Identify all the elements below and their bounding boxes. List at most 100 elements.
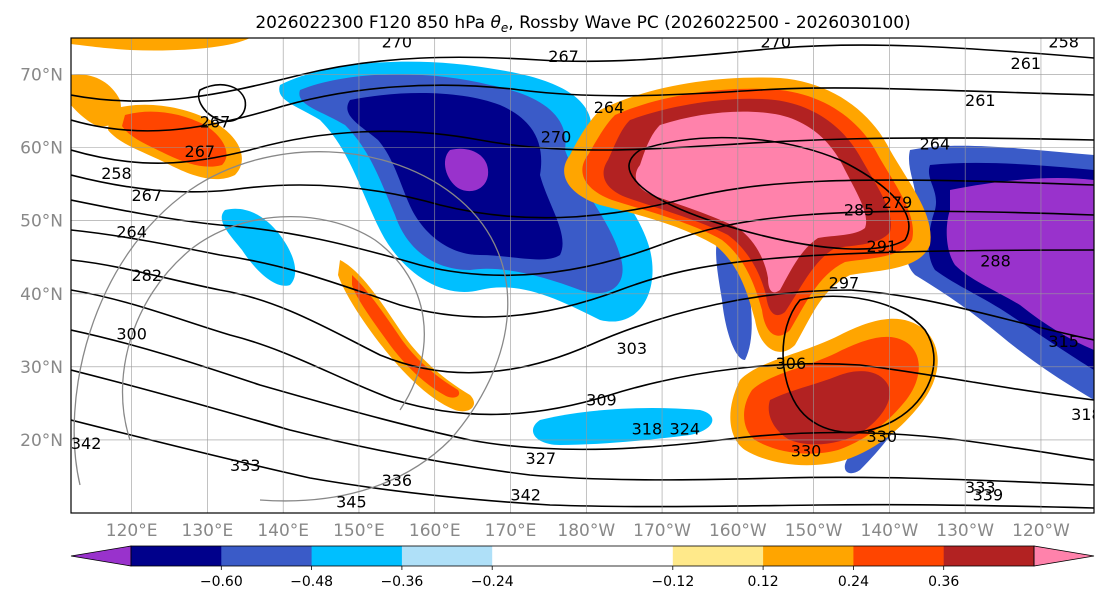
contour-label: 303: [616, 339, 647, 358]
contour-label: 318: [632, 420, 663, 439]
colorbar-segment: [311, 546, 403, 566]
lon-tick-label: 180°W: [557, 521, 615, 541]
colorbar-tick-label: 0.24: [838, 574, 869, 590]
lon-tick-label: 160°W: [709, 521, 767, 541]
contour-label: 339: [973, 485, 1004, 504]
lat-tick-label: 30°N: [20, 358, 63, 378]
colorbar-tick-label: 0.12: [748, 574, 779, 590]
lat-tick-label: 20°N: [20, 431, 63, 451]
contour-closed-alaska: [628, 136, 910, 250]
colorbar-segment: [853, 546, 945, 566]
lat-tick-label: 50°N: [20, 212, 63, 232]
contour-label: 330: [791, 442, 822, 461]
lon-tick-label: 130°E: [182, 521, 234, 541]
contour-label: 264: [594, 98, 625, 117]
pos-region-west-edge: [71, 74, 121, 127]
colorbar-tick-label: −0.36: [380, 574, 423, 590]
pos-region-alaska-pink: [635, 111, 867, 293]
contour-label: 345: [336, 493, 367, 512]
contour-line: [71, 259, 1094, 374]
colorbar-frame: [130, 545, 1035, 567]
contour-line: [71, 130, 1094, 164]
longitude-tick-labels: 120°E 130°E 140°E 150°E 160°E 170°E 180°W 170°W…: [106, 521, 1070, 541]
contour-line: [71, 174, 1094, 219]
colorbar-tick-label: −0.12: [651, 574, 694, 590]
map-gridlines: [71, 38, 1094, 513]
contour-closed-high-pacific: [782, 295, 935, 434]
contour-label: 327: [526, 449, 557, 468]
contour-label: 264: [116, 222, 147, 241]
map-layers: 2702672702612582612642702672672582672642…: [71, 32, 1102, 513]
contour-label: 288: [980, 252, 1011, 271]
colorbar-tick-labels: −0.60 −0.48 −0.36 −0.24 −0.12 0.12 0.24 0.36: [200, 566, 959, 590]
contour-label: 342: [71, 434, 102, 453]
contour-label: 267: [200, 113, 231, 132]
great-circle-arcs: [73, 151, 509, 502]
contour-line: [71, 419, 1094, 509]
contour-label: 258: [101, 164, 132, 183]
contour-line: [71, 199, 1094, 277]
contour-label: 267: [132, 186, 163, 205]
colorbar-segment: [582, 546, 674, 566]
lat-tick-label: 70°N: [20, 66, 63, 86]
contour-label: 261: [965, 91, 996, 110]
contour-label: 291: [867, 237, 898, 256]
lat-tick-label: 40°N: [20, 285, 63, 305]
colorbar-extend-low: [70, 545, 132, 567]
latitude-tick-labels: 70°N 60°N 50°N 40°N 30°N 20°N: [20, 66, 63, 451]
colorbar-tick-label: −0.60: [200, 574, 243, 590]
colorbar-segment: [401, 546, 493, 566]
contour-label: 309: [586, 390, 617, 409]
contour-label: 261: [1011, 54, 1042, 73]
contour-closed-west-loop: [198, 84, 247, 122]
pos-region-top-strip: [71, 38, 250, 51]
contour-label: 270: [541, 127, 572, 146]
title-theta-symbol: θ: [491, 13, 502, 33]
lon-tick-label: 120°E: [106, 521, 158, 541]
pos-region-west-pacific-band-red: [352, 275, 460, 398]
colorbar: [70, 545, 1095, 567]
great-circle-arc-outer: [73, 151, 509, 502]
contour-label: 336: [382, 471, 413, 490]
title-suffix: , Rossby Wave PC (2026022500 - 202603010…: [508, 13, 910, 33]
title-prefix: 2026022300 F120 850 hPa: [255, 13, 490, 33]
map-frame: [70, 37, 1095, 514]
colorbar-segment: [672, 546, 764, 566]
contour-label: 270: [382, 32, 413, 51]
lon-tick-label: 120°W: [1012, 521, 1070, 541]
contour-label: 258: [1048, 32, 1079, 51]
colorbar-segment: [221, 546, 313, 566]
lon-tick-label: 170°E: [485, 521, 537, 541]
contour-label: 267: [548, 47, 579, 66]
contour-label: 333: [230, 456, 261, 475]
lat-tick-label: 60°N: [20, 139, 63, 159]
lon-tick-label: 140°E: [257, 521, 309, 541]
contour-label: 267: [185, 142, 216, 161]
colorbar-segment: [763, 546, 854, 566]
theta-e-contour-labels: 2702672702612582612642702672672582672642…: [71, 32, 1102, 512]
contour-label: 270: [760, 32, 791, 51]
colorbar-tick-label: −0.48: [290, 574, 333, 590]
contour-label: 342: [510, 485, 541, 504]
lon-tick-label: 170°W: [633, 521, 691, 541]
neg-region-subtropical-east: [532, 408, 713, 445]
colorbar-tick-label: 0.36: [928, 574, 959, 590]
lon-tick-label: 140°W: [861, 521, 919, 541]
contour-line: [71, 84, 1094, 132]
contour-label: 279: [882, 193, 913, 212]
contour-line: [71, 229, 1094, 318]
contour-label: 285: [844, 200, 875, 219]
contour-label: 324: [670, 420, 701, 439]
contour-label: 282: [132, 266, 163, 285]
lon-tick-label: 150°W: [785, 521, 843, 541]
contour-line: [71, 369, 1094, 486]
contour-label: 333: [965, 478, 996, 497]
pos-region-sea-of-japan-red: [122, 111, 227, 167]
contour-label: 330: [867, 427, 898, 446]
contour-label: 318: [1071, 405, 1102, 424]
lon-tick-label: 150°E: [333, 521, 385, 541]
contour-line: [71, 289, 1094, 416]
map-title: 2026022300 F120 850 hPa θe, Rossby Wave …: [255, 13, 910, 35]
lon-tick-label: 160°E: [409, 521, 461, 541]
